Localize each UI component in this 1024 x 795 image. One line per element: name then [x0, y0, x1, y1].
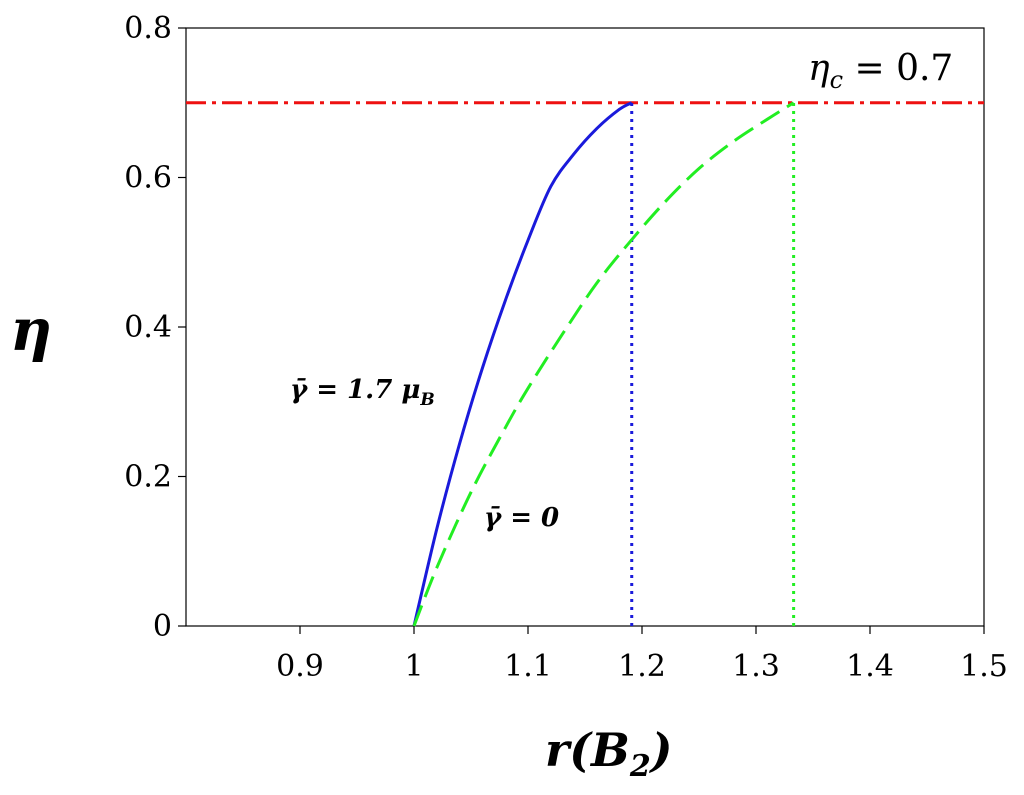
y-tick-label: 0.2 — [124, 460, 172, 495]
annotation-eta-c-symbol: η — [808, 48, 830, 89]
annotation-eta-c-value: = 0.7 — [843, 48, 953, 89]
annotation-eta-c: ηc = 0.7 — [808, 48, 953, 94]
annotation-eta-c-sub: c — [830, 66, 843, 94]
y-axis: 0 0.2 0.4 0.6 0.8 — [124, 11, 186, 644]
x-axis-label: r(B2) — [545, 723, 673, 784]
x-tick-label: 1.3 — [732, 649, 780, 684]
y-tick-label: 0 — [153, 609, 172, 644]
x-tick-label: 1.2 — [618, 649, 666, 684]
annotation-gamma-b-sub: B — [419, 390, 434, 410]
reference-lines — [186, 101, 984, 626]
y-tick-label: 0.6 — [124, 161, 172, 196]
x-axis-label-main: r(B — [545, 723, 630, 777]
x-axis-label-close: ) — [649, 723, 673, 777]
x-tick-label: 1.5 — [960, 649, 1008, 684]
plot-frame — [185, 27, 985, 627]
series-line-gamma-0 — [412, 101, 795, 627]
y-tick-label: 0.8 — [124, 11, 172, 46]
series-line-gamma-1-7 — [412, 101, 633, 627]
x-tick-label: 1 — [404, 649, 423, 684]
x-tick-label: 1.1 — [504, 649, 552, 684]
annotation-gamma-b-main: γ̄ = 1.7 μ — [290, 375, 420, 405]
x-axis-label-sub: 2 — [629, 749, 651, 784]
annotation-gamma-0: γ̄ = 0 — [484, 503, 559, 533]
series-group — [412, 101, 795, 627]
x-tick-label: 0.9 — [276, 649, 324, 684]
y-tick-label: 0.4 — [124, 310, 172, 345]
x-tick-label: 1.4 — [846, 649, 894, 684]
y-axis-label: η — [10, 296, 52, 364]
x-axis: 0.9 1 1.1 1.2 1.3 1.4 1.5 — [276, 626, 1008, 684]
annotation-gamma-b: γ̄ = 1.7 μB — [290, 375, 435, 410]
